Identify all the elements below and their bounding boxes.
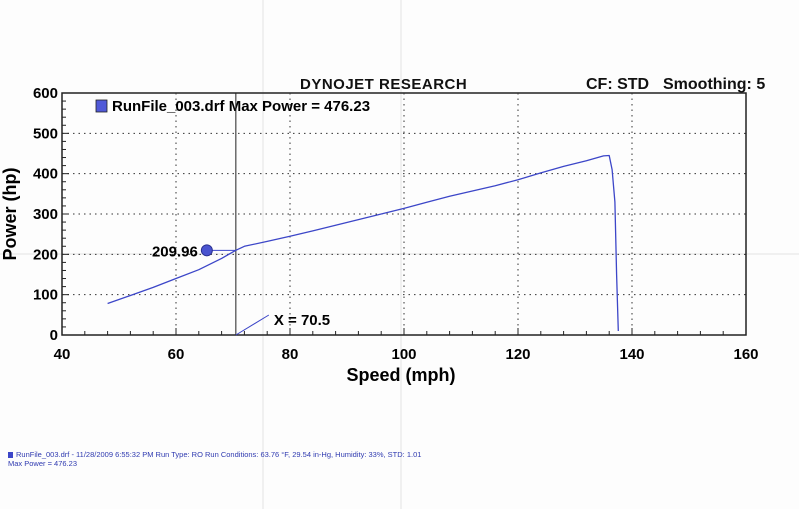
cursor: 209.96 X = 70.5 <box>152 93 330 336</box>
header-smoothing: Smoothing: 5 <box>663 76 766 93</box>
header-cf: CF: STD <box>586 76 650 93</box>
y-tick-label: 0 <box>50 327 58 344</box>
run-swatch <box>8 452 13 459</box>
x-tick-label: 140 <box>619 346 644 363</box>
x-axis-label: Speed (mph) <box>346 365 455 385</box>
x-tick-label: 100 <box>391 346 416 363</box>
y-tick-label: 200 <box>33 246 58 263</box>
y-axis-label: Power (hp) <box>0 167 20 260</box>
marker-value: 209.96 <box>152 243 198 260</box>
run-info-footer: RunFile_003.drf - 11/28/2009 6:55:32 PM … <box>8 450 421 468</box>
marker-dot <box>200 244 213 257</box>
header-title: DYNOJET RESEARCH <box>300 76 468 93</box>
x-tick-label: 120 <box>505 346 530 363</box>
run-info-line: RunFile_003.drf - 11/28/2009 6:55:32 PM … <box>16 450 422 459</box>
y-tick-label: 500 <box>33 125 58 142</box>
paper-fold <box>0 253 799 255</box>
minor-ticks <box>61 92 747 336</box>
paper-fold <box>262 0 264 509</box>
paper-fold <box>400 0 402 509</box>
cursor-leader <box>235 314 270 336</box>
series-line <box>107 154 619 332</box>
run-max-power: Max Power = 476.23 <box>8 459 77 468</box>
x-tick-label: 60 <box>168 346 185 363</box>
y-tick-label: 100 <box>33 287 58 304</box>
y-tick-label: 600 <box>33 85 58 102</box>
grid <box>62 93 746 335</box>
x-tick-label: 80 <box>282 346 299 363</box>
legend-swatch <box>95 99 108 113</box>
x-tick-label: 160 <box>733 346 758 363</box>
x-tick-label: 40 <box>54 346 71 363</box>
cursor-label: X = 70.5 <box>274 312 330 329</box>
legend-label: RunFile_003.drf Max Power = 476.23 <box>112 98 370 115</box>
series-layer <box>107 154 619 332</box>
tick-labels: 40 60 80 100 120 140 160 0 100 200 300 400 500 600 <box>33 85 759 363</box>
y-tick-label: 400 <box>33 166 58 183</box>
y-tick-label: 300 <box>33 206 58 223</box>
